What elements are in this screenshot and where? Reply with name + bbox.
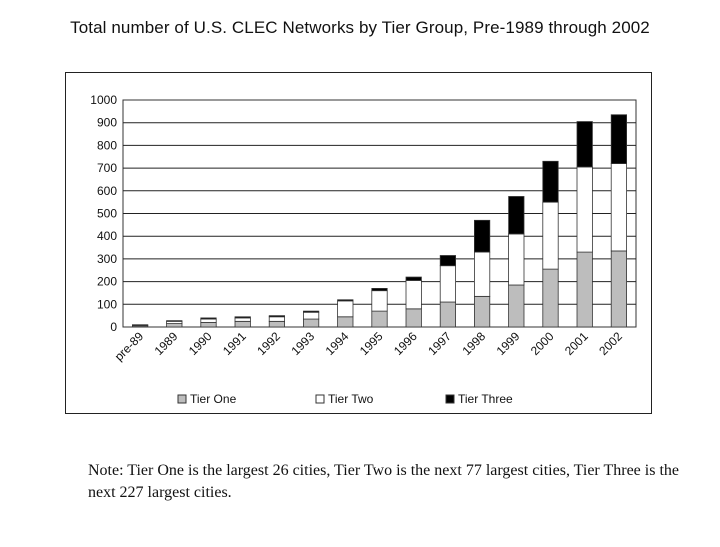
bar-segment-tier-three xyxy=(405,276,422,281)
x-tick-label: 1992 xyxy=(254,329,283,358)
x-tick-label: 1996 xyxy=(391,329,420,358)
bar-segment-tier-three xyxy=(234,316,251,319)
bar-segment-tier-three xyxy=(268,315,285,318)
bar-segment-tier-one xyxy=(576,251,593,328)
x-tick-label: 2002 xyxy=(596,329,625,358)
bar-segment-tier-two xyxy=(405,280,422,310)
legend-swatch xyxy=(177,394,187,404)
bar-segment-tier-two xyxy=(508,233,525,286)
bar-segment-tier-three xyxy=(166,320,183,322)
bar-segment-tier-one xyxy=(166,323,183,328)
bar-segment-tier-three xyxy=(371,288,388,292)
y-tick-label: 100 xyxy=(97,297,117,311)
bar-segment-tier-one xyxy=(200,322,217,328)
bar-segment-tier-two xyxy=(337,300,354,318)
y-tick-label: 0 xyxy=(110,320,117,334)
legend-label: Tier Two xyxy=(328,392,374,406)
bar-segment-tier-two xyxy=(268,316,285,322)
x-tick-label: 1995 xyxy=(357,329,386,358)
y-tick-label: 700 xyxy=(97,161,117,175)
bar-segment-tier-two xyxy=(576,166,593,253)
bar-segment-tier-three xyxy=(337,299,354,302)
x-tick-label: 1994 xyxy=(323,329,352,358)
bar-segment-tier-three xyxy=(303,310,320,313)
bar-segment-tier-two xyxy=(610,163,627,252)
legend-swatch xyxy=(315,394,325,404)
bar-segment-tier-one xyxy=(234,320,251,328)
bar-segment-tier-one xyxy=(474,295,491,328)
bar-segment-tier-two xyxy=(234,317,251,322)
x-tick-label: 1990 xyxy=(186,329,215,358)
bar-segment-tier-three xyxy=(439,255,456,267)
bar-segment-tier-three xyxy=(542,160,559,203)
x-tick-label: 2001 xyxy=(562,329,591,358)
x-tick-label: 1991 xyxy=(220,329,249,358)
bar-segment-tier-two xyxy=(303,311,320,320)
bar-segment-tier-three xyxy=(576,121,593,168)
legend-label: Tier Three xyxy=(458,392,513,406)
x-tick-label: pre-89 xyxy=(112,329,147,364)
y-tick-label: 400 xyxy=(97,229,117,243)
x-tick-label: 1997 xyxy=(425,329,454,358)
bar-segment-tier-two xyxy=(542,201,559,270)
bar-segment-tier-three xyxy=(474,219,491,253)
y-tick-label: 600 xyxy=(97,184,117,198)
bar-segment-tier-three xyxy=(200,317,217,320)
bar-segment-tier-three xyxy=(610,114,627,164)
bar-segment-tier-two xyxy=(200,318,217,323)
bar-segment-tier-one xyxy=(303,318,320,328)
y-tick-label: 200 xyxy=(97,275,117,289)
bar-segment-tier-two xyxy=(371,290,388,312)
chart-title: Total number of U.S. CLEC Networks by Ti… xyxy=(70,18,650,37)
bar-segment-tier-one xyxy=(542,268,559,328)
bar-segment-tier-one xyxy=(439,301,456,328)
x-tick-label: 1998 xyxy=(459,329,488,358)
x-tick-label: 2000 xyxy=(528,329,557,358)
bar-segment-tier-one xyxy=(508,284,525,328)
bar-segment-tier-three xyxy=(508,196,525,235)
bar-segment-tier-two xyxy=(439,265,456,303)
x-tick-label: 1999 xyxy=(494,329,523,358)
y-tick-label: 900 xyxy=(97,116,117,130)
y-tick-label: 300 xyxy=(97,252,117,266)
legend-swatch xyxy=(445,394,455,404)
y-tick-label: 800 xyxy=(97,138,117,152)
chart-frame: 0 100 200 300 400 500 600 700 800 900 1000 pre-89 19… xyxy=(65,72,652,414)
y-tick-label: 500 xyxy=(97,207,117,221)
bar-segment-tier-one xyxy=(337,316,354,328)
bar-segment-tier-two xyxy=(474,251,491,297)
legend-label: Tier One xyxy=(190,392,237,406)
footnote: Note: Tier One is the largest 26 cities,… xyxy=(88,462,679,501)
bar-segment-tier-one xyxy=(268,320,285,328)
bar-segment-tier-one xyxy=(371,310,388,328)
bar-segment-tier-one xyxy=(610,250,627,328)
y-tick-label: 1000 xyxy=(90,93,117,107)
bar-segment-tier-one xyxy=(405,308,422,328)
x-tick-label: 1993 xyxy=(288,329,317,358)
x-tick-label: 1989 xyxy=(152,329,181,358)
